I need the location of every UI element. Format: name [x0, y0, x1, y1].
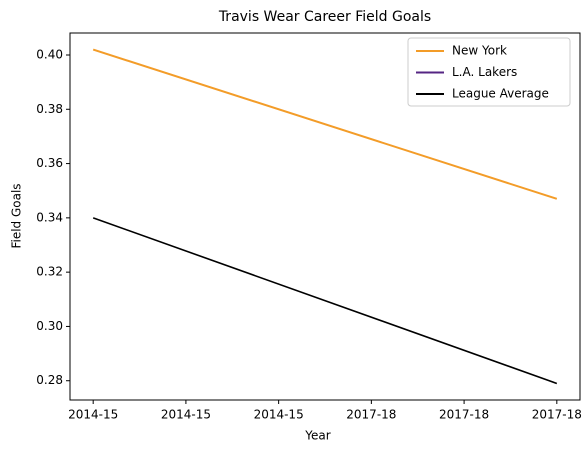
legend-label: L.A. Lakers	[452, 65, 517, 79]
x-tick-label: 2014-15	[254, 408, 304, 422]
x-tick-label: 2017-18	[439, 408, 489, 422]
y-tick-label: 0.38	[36, 102, 63, 116]
plot-frame	[69, 32, 581, 401]
y-tick-label: 0.32	[36, 265, 63, 279]
y-tick-label: 0.40	[36, 47, 63, 61]
y-axis-label: Field Goals	[10, 183, 24, 248]
legend-label: League Average	[452, 87, 549, 101]
x-tick-label: 2014-15	[68, 408, 118, 422]
series-line	[92, 217, 558, 385]
x-tick-label: 2017-18	[346, 408, 396, 422]
x-tick-label: 2017-18	[532, 408, 582, 422]
y-tick-label: 0.28	[36, 373, 63, 387]
y-tick-label: 0.30	[36, 319, 63, 333]
legend-label: New York	[452, 44, 507, 58]
legend-box	[407, 37, 571, 107]
x-tick-label: 2014-15	[161, 408, 211, 422]
series-line	[92, 48, 558, 200]
y-tick-label: 0.34	[36, 210, 63, 224]
chart-title: Travis Wear Career Field Goals	[218, 9, 431, 25]
y-tick-label: 0.36	[36, 156, 63, 170]
x-axis-label: Year	[304, 429, 330, 443]
